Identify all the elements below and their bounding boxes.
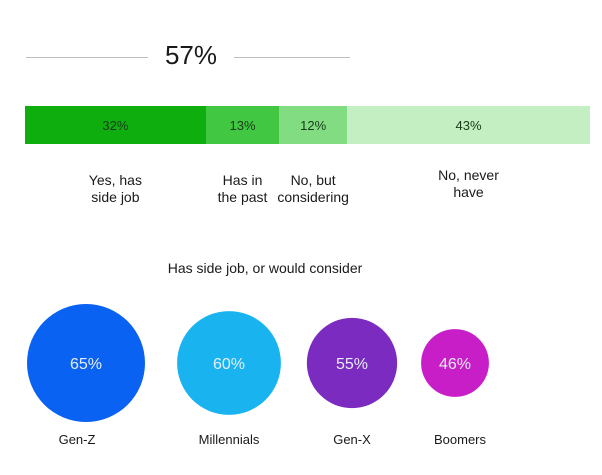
bar-segment-1: 13% <box>205 106 280 144</box>
bubble-category-label: Gen-X <box>333 432 371 447</box>
bubble-boomers <box>421 329 489 397</box>
bar-segment-2: 12% <box>279 106 348 144</box>
bar-segment-label: Has in the past <box>217 172 268 205</box>
bubble-category-label: Gen-Z <box>58 432 96 447</box>
bubble-chart-subtitle: Has side job, or would consider <box>167 260 363 276</box>
bubble-value-label: 60% <box>213 356 245 373</box>
bar-segment-value: 43% <box>455 117 482 133</box>
bar-segment-value: 12% <box>300 117 327 133</box>
bubble-category-label: Boomers <box>433 432 487 447</box>
headline-area: 57% <box>0 0 602 110</box>
bar-segment-label: No, but considering <box>277 172 349 205</box>
headline-value: 57% <box>164 40 218 70</box>
bubble-millennials <box>177 311 281 415</box>
bar-segment-0: 32% <box>25 106 206 144</box>
headline-rule-left <box>26 57 148 58</box>
bubble-gen-x <box>306 317 398 409</box>
bubble-value-label: 55% <box>336 356 368 373</box>
bubble-gen-z <box>27 304 145 422</box>
bar-segment-value: 13% <box>229 117 256 133</box>
headline-rule-right <box>234 57 350 58</box>
bubble-chart: 65% 60% 55% 46% <box>27 304 489 422</box>
bar-segment-label: No, never have <box>438 167 499 200</box>
bar-segment-label: Yes, has side job <box>88 172 142 205</box>
stacked-bar: 32% 13% 12% 43% <box>25 106 590 144</box>
bubble-value-label: 65% <box>70 356 102 373</box>
bubble-value-label: 46% <box>439 356 471 373</box>
bar-segment-3: 43% <box>347 106 590 144</box>
bar-segment-value: 32% <box>102 117 129 133</box>
bubble-category-label: Millennials <box>198 432 260 447</box>
